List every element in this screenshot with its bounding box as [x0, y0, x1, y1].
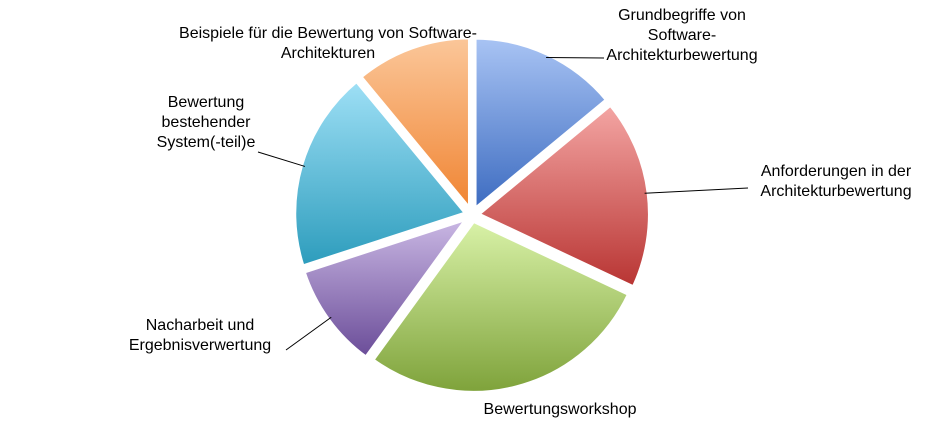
leader-lines	[257, 57, 749, 351]
slice-label-line: Software-	[648, 27, 716, 44]
slice-label-1: Grundbegriffe von Software- Architekturbew…	[606, 7, 757, 64]
pie-slice-1	[472, 35, 610, 214]
leader-line-2	[644, 187, 749, 194]
slice-label-line: System(-teil)e	[157, 134, 256, 151]
slice-label-line: Architekturbewertung	[606, 47, 757, 64]
slice-label-line: Bewertung	[168, 94, 245, 111]
slice-label-2: Anforderungen in der Architekturbewertung	[760, 163, 911, 200]
slice-label-line: Bewertungsworkshop	[484, 401, 637, 418]
leader-line-4	[285, 316, 332, 351]
pie-slices	[292, 35, 652, 395]
slice-label-line: Ergebnisverwertung	[129, 337, 271, 354]
slice-label-3: Bewertungsworkshop	[484, 401, 637, 418]
slice-label-line: Grundbegriffe von	[618, 7, 746, 24]
slice-label-line: Architekturbewertung	[760, 183, 911, 200]
slice-label-4: Nacharbeit und Ergebnisverwertung	[129, 317, 271, 354]
pie-slice-3	[369, 218, 632, 395]
slice-label-6: Beispiele für die Bewertung von Software…	[179, 25, 477, 62]
slice-label-line: Architekturen	[281, 45, 375, 62]
slice-label-line: bestehender	[162, 114, 252, 131]
slice-label-line: Anforderungen in der	[761, 163, 912, 180]
leader-line-5	[257, 151, 306, 167]
slice-label-5: Bewertung bestehender System(-teil)e	[157, 94, 256, 151]
slice-labels: Grundbegriffe von Software- Architekturbew…	[129, 7, 912, 418]
slice-label-line: Nacharbeit und	[146, 317, 255, 334]
slice-label-line: Beispiele für die Bewertung von Software…	[179, 25, 477, 42]
pie-slice-6	[357, 35, 472, 215]
